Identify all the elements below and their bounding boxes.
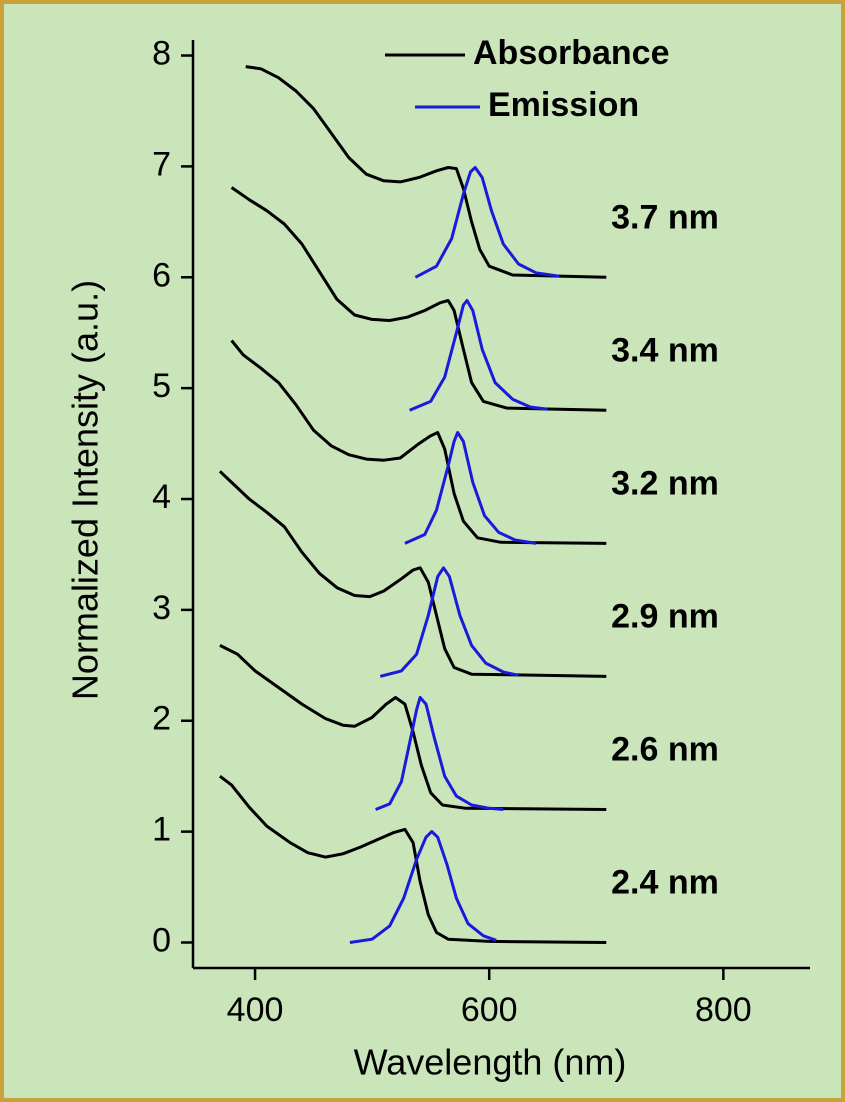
y-tick-label: 7 — [152, 145, 171, 183]
y-tick-label: 4 — [152, 478, 171, 516]
absorbance-line — [219, 644, 607, 811]
x-tick-label: 400 — [227, 991, 284, 1029]
y-tick-label: 8 — [152, 35, 171, 73]
y-tick-label: 6 — [152, 256, 171, 294]
x-tick-label: 600 — [461, 991, 518, 1029]
y-tick-label: 2 — [152, 700, 171, 738]
size-label: 2.9 nm — [611, 597, 719, 635]
emission-line — [414, 166, 560, 279]
size-label: 3.7 nm — [611, 198, 719, 236]
y-tick-label: 3 — [152, 589, 171, 627]
emission-line — [375, 696, 504, 811]
y-tick-label: 1 — [152, 811, 171, 849]
absorbance-line — [230, 339, 607, 545]
absorbance-line — [218, 775, 607, 944]
absorbance-line — [245, 65, 607, 279]
size-label: 2.6 nm — [611, 730, 719, 768]
size-label: 3.4 nm — [611, 331, 719, 369]
emission-line — [379, 566, 519, 678]
emission-line — [349, 830, 497, 944]
y-tick-label: 5 — [152, 367, 171, 405]
size-label: 3.2 nm — [611, 464, 719, 502]
size-label: 2.4 nm — [611, 863, 719, 901]
x-tick-label: 800 — [695, 991, 752, 1029]
y-axis-title: Normalized Intensity (a.u.) — [65, 280, 106, 700]
emission-line — [409, 299, 548, 412]
absorbance-line — [218, 470, 607, 678]
x-axis-title: Wavelength (nm) — [354, 1042, 627, 1083]
absorbance-line — [230, 186, 607, 412]
y-tick-label: 0 — [152, 921, 171, 959]
legend-label: Emission — [488, 86, 639, 124]
legend-label: Absorbance — [473, 34, 670, 72]
emission-line — [404, 431, 537, 545]
